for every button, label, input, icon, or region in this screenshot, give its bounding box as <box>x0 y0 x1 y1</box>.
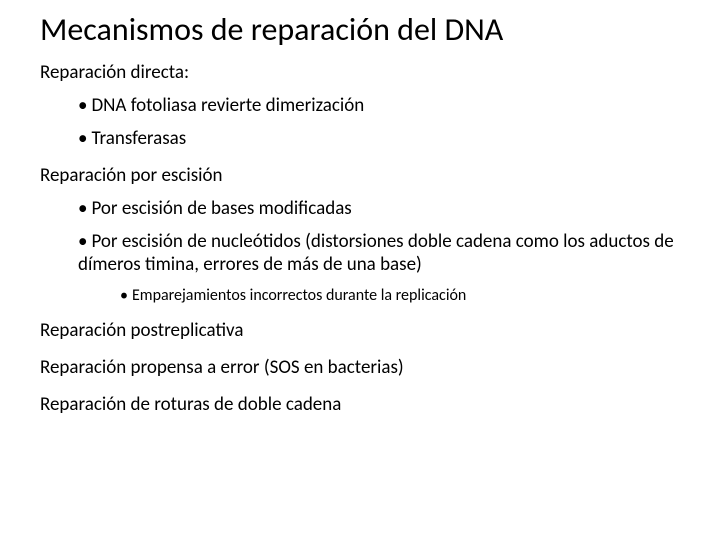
bullet-item: •Por escisión de bases modificadas <box>78 197 680 220</box>
bullet-text: Por escisión de nucleótidos (distorsione… <box>78 230 674 276</box>
bullet-text: Por escisión de bases modificadas <box>91 197 351 220</box>
bullet-item: •Por escisión de nucleótidos (distorsion… <box>78 230 680 276</box>
bullet-icon: • <box>78 127 87 150</box>
bullet-text: Transferasas <box>91 127 186 150</box>
section-heading-direct: Reparación directa: <box>40 61 680 84</box>
section-heading-postreplicative: Reparación postreplicativa <box>40 319 680 342</box>
bullet-item: •Transferasas <box>78 127 680 150</box>
bullet-icon: • <box>78 197 87 220</box>
sub-bullet-item: •Emparejamientos incorrectos durante la … <box>120 286 680 305</box>
bullet-icon: • <box>120 286 128 305</box>
slide: Mecanismos de reparación del DNA Reparac… <box>0 0 720 540</box>
section-heading-excision: Reparación por escisión <box>40 164 680 187</box>
sub-bullet-text: Emparejamientos incorrectos durante la r… <box>132 286 466 305</box>
slide-title: Mecanismos de reparación del DNA <box>40 10 680 49</box>
section-heading-dsb: Reparación de roturas de doble cadena <box>40 393 680 416</box>
bullet-icon: • <box>78 94 87 117</box>
section-heading-sos: Reparación propensa a error (SOS en bact… <box>40 356 680 379</box>
bullet-item: •DNA fotoliasa revierte dimerización <box>78 94 680 117</box>
bullet-text: DNA fotoliasa revierte dimerización <box>91 94 364 117</box>
bullet-icon: • <box>78 230 87 253</box>
